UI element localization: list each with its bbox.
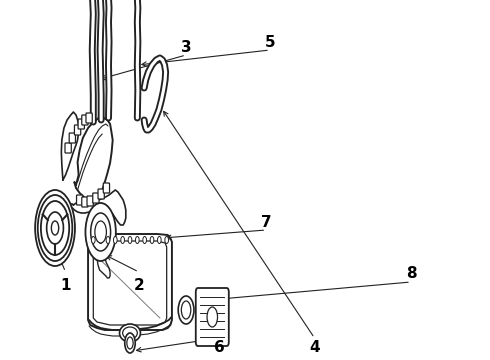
- Circle shape: [157, 237, 161, 243]
- Circle shape: [47, 212, 63, 244]
- FancyBboxPatch shape: [65, 143, 71, 153]
- FancyBboxPatch shape: [93, 193, 99, 203]
- Circle shape: [114, 237, 117, 243]
- FancyBboxPatch shape: [98, 189, 104, 199]
- FancyBboxPatch shape: [78, 119, 84, 129]
- Circle shape: [92, 237, 95, 243]
- Circle shape: [136, 237, 139, 243]
- FancyBboxPatch shape: [69, 133, 75, 143]
- FancyBboxPatch shape: [87, 196, 93, 206]
- Ellipse shape: [122, 327, 137, 339]
- Circle shape: [127, 337, 133, 349]
- Text: 8: 8: [406, 266, 416, 282]
- Circle shape: [51, 221, 59, 235]
- Ellipse shape: [181, 301, 191, 319]
- FancyBboxPatch shape: [82, 197, 88, 207]
- FancyBboxPatch shape: [74, 125, 81, 135]
- Circle shape: [125, 333, 135, 353]
- Circle shape: [41, 201, 69, 255]
- Circle shape: [121, 237, 124, 243]
- Ellipse shape: [85, 203, 116, 261]
- FancyBboxPatch shape: [76, 195, 83, 205]
- Circle shape: [38, 195, 73, 261]
- Text: 4: 4: [309, 341, 320, 356]
- Text: 5: 5: [265, 35, 275, 50]
- Circle shape: [150, 237, 154, 243]
- Circle shape: [99, 237, 102, 243]
- Circle shape: [165, 237, 169, 243]
- Text: 1: 1: [60, 278, 71, 292]
- Circle shape: [143, 237, 147, 243]
- Ellipse shape: [178, 296, 194, 324]
- FancyBboxPatch shape: [103, 183, 110, 193]
- Ellipse shape: [91, 213, 111, 251]
- Text: 6: 6: [214, 341, 224, 356]
- Text: 2: 2: [134, 278, 144, 292]
- FancyBboxPatch shape: [196, 288, 229, 346]
- FancyBboxPatch shape: [86, 113, 92, 123]
- Text: 7: 7: [261, 215, 271, 230]
- Circle shape: [128, 237, 132, 243]
- Circle shape: [35, 190, 75, 266]
- Ellipse shape: [120, 324, 141, 342]
- FancyBboxPatch shape: [82, 115, 88, 125]
- Circle shape: [207, 307, 218, 327]
- Circle shape: [106, 237, 110, 243]
- Ellipse shape: [95, 221, 106, 243]
- Text: 3: 3: [181, 40, 192, 54]
